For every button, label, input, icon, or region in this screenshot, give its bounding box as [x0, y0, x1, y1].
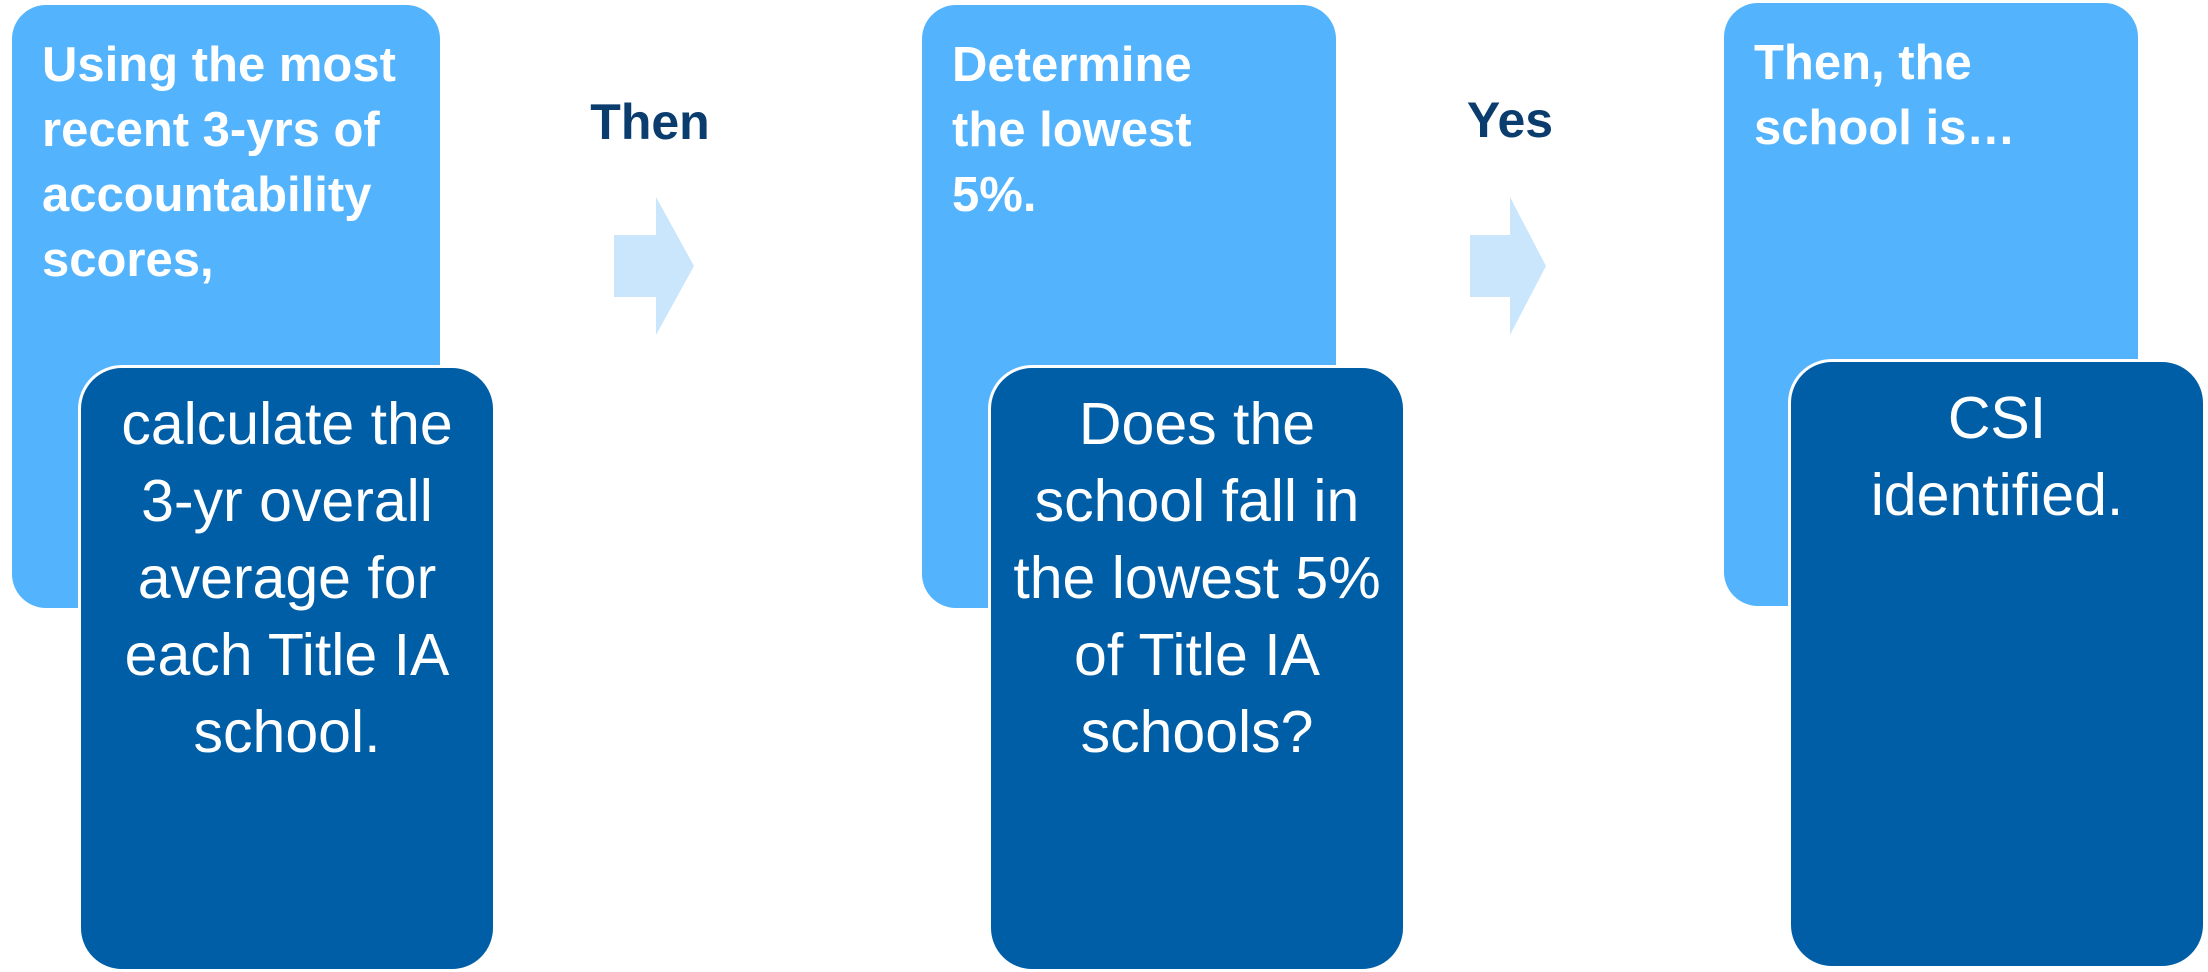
step-2-detail-card: Does the school fall in the lowest 5% of… [988, 365, 1406, 972]
step-1-detail-card: calculate the 3-yr overall average for e… [78, 365, 496, 972]
step-3-header-text: Then, the school is… [1754, 36, 2016, 155]
step-3-detail-card: CSI identified. [1788, 359, 2206, 969]
step-2-detail-text: Does the school fall in the lowest 5% of… [1013, 391, 1381, 765]
connector-label-yes: Yes [1466, 92, 1554, 148]
step-1-detail-text: calculate the 3-yr overall average for e… [121, 391, 453, 765]
connector-label-then: Then [590, 94, 710, 150]
right-arrow-icon [614, 197, 694, 335]
right-arrow-icon [1470, 197, 1546, 335]
step-2-header-text: Determine the lowest 5%. [952, 38, 1192, 222]
step-3-detail-text: CSI identified. [1870, 385, 2124, 528]
step-1-header-text: Using the most recent 3-yrs of accountab… [42, 38, 396, 287]
